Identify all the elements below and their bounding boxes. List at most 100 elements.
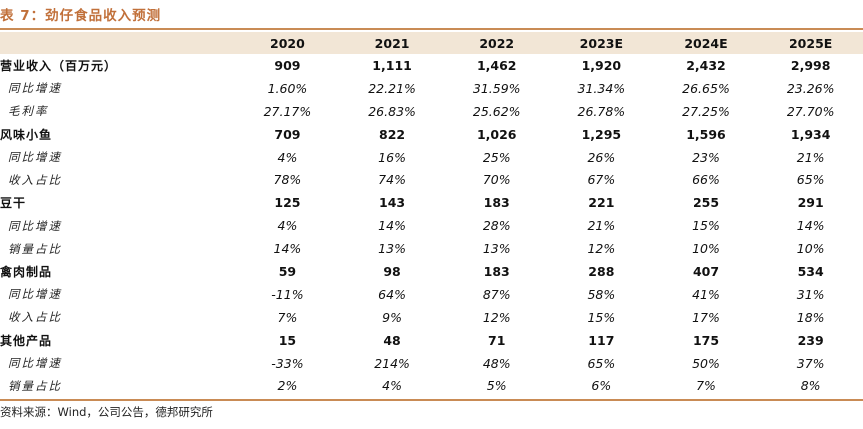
table-cell: 27.70% — [786, 103, 835, 119]
header-cell-label — [0, 32, 236, 54]
row-label: 毛利率 — [8, 104, 49, 119]
table-cell: 25.62% — [472, 103, 521, 119]
table-body: 营业收入（百万元） 909 1,111 1,462 1,920 2,432 2,998 同比增… — [0, 54, 863, 397]
table-cell: 15 — [278, 332, 297, 348]
table-cell: 31.59% — [472, 80, 521, 96]
table-cell: 2,998 — [790, 57, 831, 73]
table-cell: 1,920 — [581, 57, 622, 73]
table-cell: 50% — [692, 355, 720, 371]
table-cell: 59 — [278, 263, 297, 279]
header-cell-year: 2020 — [235, 32, 340, 54]
table-cell: 14% — [796, 218, 825, 234]
table-cell: 98 — [383, 263, 401, 279]
row-label: 禽肉制品 — [0, 264, 53, 279]
table-cell: 65% — [796, 172, 825, 188]
table-cell: 26.65% — [682, 80, 730, 96]
table-row-metric: 销量占比 2% 4% 5% 6% 7% 8% — [0, 374, 863, 397]
table-cell: 1,026 — [476, 126, 517, 142]
table-cell: 1,934 — [790, 126, 831, 142]
table-cell: 239 — [797, 332, 824, 348]
table-cell: 37% — [796, 355, 825, 371]
row-label: 同比增速 — [8, 81, 62, 96]
table-cell: 214% — [374, 355, 410, 371]
table-cell: 1,111 — [372, 57, 412, 73]
table-cell: 117 — [588, 332, 615, 348]
header-cell-year: 2021 — [339, 32, 445, 54]
row-label: 收入占比 — [8, 172, 62, 187]
table-cell: 48% — [482, 355, 511, 371]
table-cell: 27.25% — [682, 103, 730, 119]
table-cell: 7% — [696, 378, 716, 394]
table-title: 表 7：劲仔食品收入预测 — [0, 8, 162, 24]
table-cell: 65% — [587, 355, 616, 371]
table-cell: 4% — [382, 378, 402, 394]
table-row-metric: 收入占比 7% 9% 12% 15% 17% 18% — [0, 306, 863, 329]
table-cell: 183 — [483, 263, 510, 279]
table-cell: 18% — [796, 309, 825, 325]
table-cell: 12% — [482, 309, 511, 325]
table-cell: 78% — [273, 172, 302, 188]
header-cell-year: 2024E — [653, 32, 759, 54]
table-cell: 14% — [378, 218, 406, 234]
table-cell: 288 — [588, 263, 615, 279]
table-cell: 74% — [378, 172, 406, 188]
table-cell: 1,462 — [476, 57, 517, 73]
row-label: 收入占比 — [8, 310, 62, 325]
table-cell: -33% — [271, 355, 304, 371]
table-cell: 14% — [273, 241, 302, 257]
row-label: 营业收入（百万元） — [0, 58, 118, 73]
table-cell: 8% — [800, 378, 821, 394]
table-cell: 7% — [277, 309, 298, 325]
table-row-metric: 同比增速 4% 16% 25% 26% 23% 21% — [0, 146, 863, 169]
table-row-category: 风味小鱼 709 822 1,026 1,295 1,596 1,934 — [0, 123, 863, 146]
table-cell: 23.26% — [786, 80, 835, 96]
table-row-category: 营业收入（百万元） 909 1,111 1,462 1,920 2,432 2,998 — [0, 54, 863, 77]
table-cell: 822 — [379, 126, 406, 142]
table-row-metric: 同比增速 -33% 214% 48% 65% 50% 37% — [0, 352, 863, 375]
table-cell: -11% — [271, 286, 304, 302]
table-cell: 27.17% — [263, 103, 312, 119]
table-cell: 12% — [587, 241, 616, 257]
table-cell: 1.60% — [267, 80, 308, 96]
table-cell: 6% — [591, 378, 612, 394]
table-cell: 58% — [587, 286, 616, 302]
table-cell: 41% — [692, 286, 720, 302]
row-label: 销量占比 — [8, 378, 62, 393]
table-cell: 183 — [483, 195, 510, 211]
table-cell: 15% — [587, 309, 616, 325]
table-cell: 70% — [482, 172, 511, 188]
table-cell: 16% — [378, 149, 406, 165]
source-note: 资料来源：Wind，公司公告，德邦研究所 — [0, 405, 213, 419]
table-cell: 26.78% — [577, 103, 626, 119]
title-divider — [0, 28, 863, 30]
table-cell: 28% — [482, 218, 511, 234]
header-cell-year: 2022 — [444, 32, 550, 54]
table-cell: 175 — [692, 332, 720, 348]
table-cell: 2% — [277, 378, 298, 394]
row-label: 同比增速 — [8, 356, 62, 371]
table-cell: 1,295 — [581, 126, 622, 142]
table-cell: 31.34% — [577, 80, 626, 96]
bottom-divider — [0, 399, 863, 401]
table-row-metric: 收入占比 78% 74% 70% 67% 66% 65% — [0, 168, 863, 191]
table-cell: 48 — [383, 332, 401, 348]
row-label: 同比增速 — [8, 287, 62, 302]
revenue-forecast-table: 2020 2021 2022 2023E 2024E 2025E 营业收入（百万元） 909… — [0, 32, 863, 397]
table-cell: 1,596 — [686, 126, 726, 142]
table-cell: 31% — [796, 286, 825, 302]
table-cell: 13% — [482, 241, 511, 257]
table-cell: 71 — [488, 332, 506, 348]
table-cell: 143 — [379, 195, 406, 211]
table-cell: 909 — [274, 57, 301, 73]
table-cell: 534 — [797, 263, 824, 279]
header-cell-year: 2023E — [549, 32, 654, 54]
table-row-metric: 毛利率 27.17% 26.83% 25.62% 26.78% 27.25% 27.70% — [0, 100, 863, 123]
table-cell: 21% — [587, 218, 616, 234]
row-label: 豆干 — [0, 196, 27, 211]
table-cell: 66% — [692, 172, 720, 188]
table-cell: 10% — [692, 241, 720, 257]
table-row-metric: 同比增速 4% 14% 28% 21% 15% 14% — [0, 214, 863, 237]
table-cell: 13% — [378, 241, 406, 257]
table-cell: 9% — [382, 309, 402, 325]
row-label: 同比增速 — [8, 150, 62, 164]
